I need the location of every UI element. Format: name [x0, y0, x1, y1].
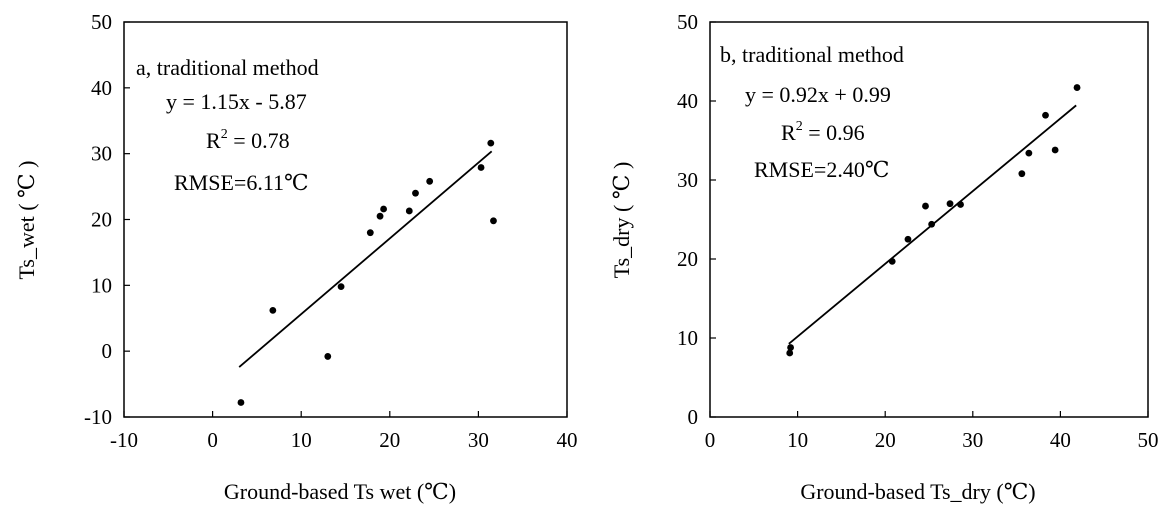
y-axis-label: Ts_dry ( ℃ ): [609, 162, 634, 279]
data-point: [237, 399, 245, 406]
data-point: [376, 212, 384, 220]
y-tick-label: 50: [677, 10, 698, 34]
data-point: [366, 229, 374, 237]
x-tick-labels: -10 0 10 20 30 40: [110, 428, 578, 452]
rmse: RMSE=2.40℃: [754, 157, 889, 182]
y-tick-labels: -10 0 10 20 30 40 50: [84, 10, 112, 429]
x-tick-label: 0: [207, 428, 218, 452]
x-axis-label: Ground-based Ts_dry (℃): [800, 479, 1035, 504]
plot-area-frame: [123, 21, 568, 418]
r-squared-symbol: R: [781, 120, 796, 145]
y-tick-label: 10: [91, 273, 112, 297]
regression-line: [788, 104, 1077, 345]
y-tick-label: 0: [688, 405, 699, 429]
data-point: [1073, 84, 1081, 91]
y-axis-label: Ts_wet ( ℃ ): [14, 161, 39, 280]
regression-line: [238, 150, 493, 368]
y-tick-label: 20: [91, 208, 112, 232]
x-tick-label: 0: [705, 428, 716, 452]
r-squared-symbol: R: [206, 128, 221, 153]
regression-equation: y = 0.92x + 0.99: [745, 82, 891, 107]
data-point: [412, 189, 419, 197]
data-point: [1051, 146, 1059, 154]
x-tick-label: 40: [557, 428, 578, 452]
y-tick-label: 10: [677, 326, 698, 350]
r-squared-value: = 0.78: [228, 128, 290, 153]
y-tick-label: 50: [91, 10, 112, 34]
tick-marks: [709, 21, 1149, 418]
x-tick-label: 10: [787, 428, 808, 452]
plot-area-frame: [709, 21, 1149, 418]
y-tick-label: 30: [677, 168, 698, 192]
x-tick-label: -10: [110, 428, 138, 452]
x-tick-label: 40: [1050, 428, 1071, 452]
r-squared-superscript: 2: [796, 119, 803, 134]
chart-panel-a: -10 0 10 20 30 40 -10 0 10 20 30 40 50 a, tradition…: [14, 10, 578, 504]
panel-title: a, traditional method: [136, 55, 319, 80]
chart-panel-b: 0 10 20 30 40 50 0 10 20 30 40 50 b, traditional m…: [609, 10, 1159, 504]
data-point: [477, 164, 485, 171]
data-point: [946, 200, 954, 208]
data-point: [324, 353, 332, 360]
data-point: [426, 177, 434, 185]
y-tick-label: -10: [84, 405, 112, 429]
data-point: [922, 202, 929, 210]
data-point: [337, 283, 345, 291]
y-tick-label: 30: [91, 142, 112, 166]
data-point: [1042, 111, 1049, 119]
panel-title: b, traditional method: [720, 42, 904, 67]
regression-equation: y = 1.15x - 5.87: [166, 89, 307, 114]
x-tick-label: 20: [875, 428, 896, 452]
x-tick-label: 30: [962, 428, 983, 452]
data-point: [269, 306, 277, 314]
data-point: [490, 217, 497, 225]
x-tick-label: 30: [468, 428, 489, 452]
x-axis-label: Ground-based Ts wet (℃): [224, 479, 456, 504]
data-point: [787, 344, 794, 351]
r-squared-superscript: 2: [221, 127, 228, 142]
y-tick-labels: 0 10 20 30 40 50: [677, 10, 698, 429]
rmse: RMSE=6.11℃: [174, 170, 309, 195]
y-tick-label: 40: [91, 76, 112, 100]
x-tick-label: 20: [379, 428, 400, 452]
r-squared: R2 = 0.78: [206, 127, 290, 153]
r-squared: R2 = 0.96: [781, 119, 865, 145]
data-points: [237, 139, 497, 406]
x-tick-label: 50: [1138, 428, 1159, 452]
y-tick-label: 20: [677, 247, 698, 271]
tick-marks: [123, 21, 568, 418]
data-point: [1018, 170, 1026, 178]
data-point: [380, 205, 387, 213]
data-point: [405, 207, 413, 215]
data-point: [487, 139, 495, 147]
y-tick-label: 40: [677, 89, 698, 113]
y-tick-label: 0: [102, 339, 113, 363]
data-point: [904, 235, 912, 243]
x-tick-labels: 0 10 20 30 40 50: [705, 428, 1159, 452]
data-point: [1025, 149, 1033, 157]
r-squared-value: = 0.96: [803, 120, 865, 145]
x-tick-label: 10: [291, 428, 312, 452]
data-point: [786, 349, 794, 357]
